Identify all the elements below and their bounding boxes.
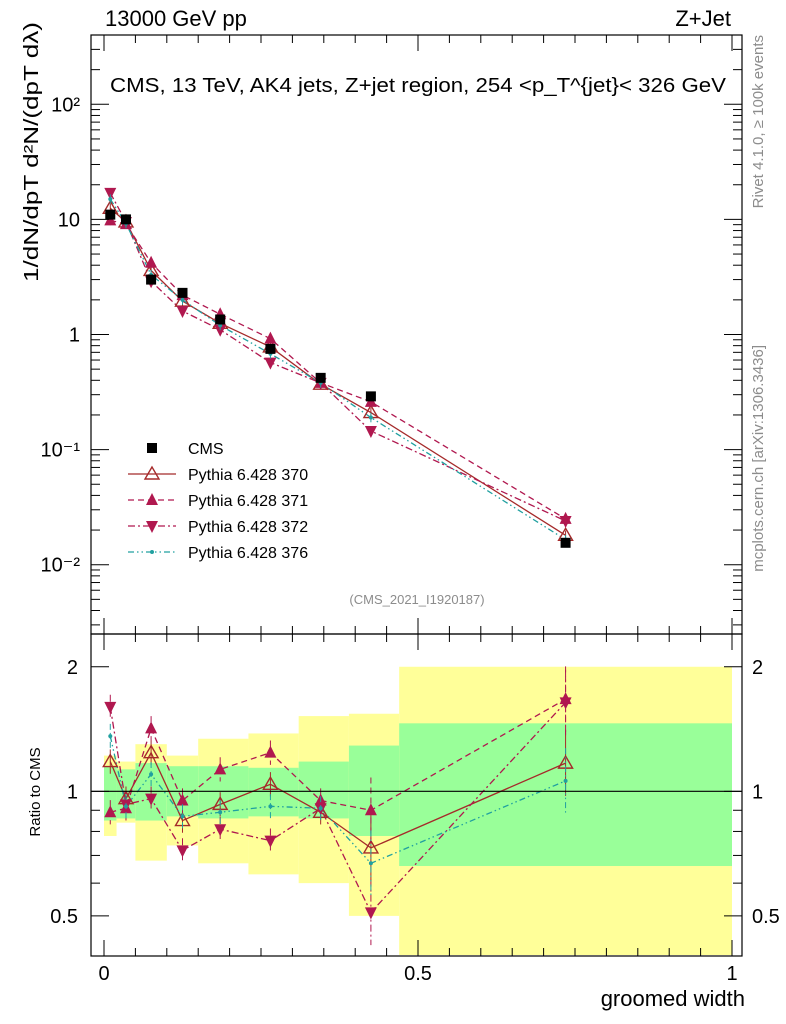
cms-point-0 — [105, 209, 116, 220]
bottom-y-axis-label: Ratio to CMS — [27, 747, 44, 836]
top-y-tick-label-3: 10 — [58, 209, 80, 231]
header-right: Z+Jet — [675, 6, 731, 31]
top-point-2-0 — [104, 187, 117, 200]
ratio-point-2-5 — [264, 835, 277, 848]
legend: CMS Pythia 6.428 370 Pythia 6.428 371 Pythi… — [128, 441, 308, 562]
ratio-point-1-2 — [145, 721, 158, 734]
ratio-point-3-1 — [123, 804, 128, 809]
green-band-0 — [104, 766, 117, 821]
legend-label-4: Pythia 6.428 376 — [188, 545, 308, 562]
top-point-1-2 — [145, 255, 158, 268]
cms-point-3 — [177, 287, 188, 298]
bot-y-tick-label-l-0: 0.5 — [50, 906, 78, 928]
mcplots-label: mcplots.cern.ch [arXiv:1306.3436] — [750, 345, 767, 572]
ratio-point-3-5 — [268, 804, 273, 809]
top-plot-title: CMS, 13 TeV, AK4 jets, Z+jet region, 254… — [110, 75, 727, 97]
top-y-tick-label-1: 10⁻¹ — [41, 440, 81, 462]
legend-marker-cms — [147, 443, 157, 453]
x-tick-label-1: 0.5 — [404, 963, 432, 985]
ratio-point-0-2 — [142, 744, 160, 759]
top-line-1 — [110, 219, 566, 520]
cms-point-8 — [560, 537, 571, 548]
legend-label-2: Pythia 6.428 371 — [188, 493, 308, 510]
x-tick-label-0: 0 — [98, 963, 109, 985]
top-point-1-5 — [264, 331, 277, 344]
ratio-point-0-0 — [102, 753, 119, 768]
legend-marker-4 — [150, 550, 154, 554]
bot-y-tick-label-l-1: 1 — [67, 781, 78, 803]
ratio-point-1-7 — [364, 803, 377, 816]
cms-point-7 — [365, 391, 376, 402]
bottom-plot-frame — [90, 633, 743, 957]
ratio-point-2-8 — [559, 697, 572, 710]
series-markers — [102, 187, 574, 946]
legend-marker-2 — [146, 493, 158, 505]
x-axis-label: groomed width — [601, 986, 745, 1011]
legend-marker-3 — [146, 521, 158, 533]
top-point-2-7 — [364, 426, 377, 439]
green-band-5 — [248, 767, 299, 817]
ratio-point-2-4 — [214, 824, 227, 837]
ratio-point-2-0 — [104, 701, 117, 714]
axes: 0 0.5 1 10⁻² 10⁻¹ 1 10 10² 0.5 0.5 1 1 2 2 — [41, 34, 780, 985]
cms-point-6 — [315, 372, 326, 383]
top-point-2-8 — [559, 515, 572, 528]
top-y-tick-label-0: 10⁻² — [41, 555, 81, 577]
legend-label-1: Pythia 6.428 370 — [188, 467, 308, 484]
top-y-tick-label-4: 10² — [51, 94, 80, 116]
ratio-point-3-7 — [368, 861, 373, 866]
top-y-tick-label-2: 1 — [69, 325, 80, 347]
top-line-2 — [109, 192, 566, 522]
watermark: (CMS_2021_I1920187) — [349, 592, 484, 607]
bot-y-tick-label-r-0: 0.5 — [752, 906, 780, 928]
ratio-point-1-3 — [176, 793, 189, 806]
x-tick-label-2: 1 — [726, 963, 737, 985]
ratio-point-0-5 — [262, 775, 279, 790]
uncertainty-bands — [104, 666, 732, 955]
legend-label-0: CMS — [188, 441, 224, 458]
ratio-point-1-4 — [214, 762, 227, 775]
top-point-2-3 — [176, 306, 189, 319]
legend-marker-1 — [143, 465, 161, 480]
cms-point-2 — [146, 274, 157, 285]
ratio-point-2-7 — [364, 907, 377, 920]
top-line-3 — [109, 198, 566, 541]
rivet-label: Rivet 4.1.0, ≥ 100k events — [750, 35, 767, 208]
bot-y-tick-label-r-2: 2 — [752, 657, 763, 679]
ratio-point-3-6 — [318, 806, 323, 811]
ratio-point-3-0 — [108, 734, 113, 739]
ratio-point-1-5 — [264, 745, 277, 758]
legend-label-3: Pythia 6.428 372 — [188, 519, 308, 536]
top-line-0 — [109, 207, 566, 536]
ratio-point-2-2 — [145, 793, 158, 806]
top-point-2-4 — [214, 324, 227, 337]
bot-y-tick-label-l-2: 2 — [67, 657, 78, 679]
top-point-2-5 — [264, 357, 277, 370]
cms-point-1 — [120, 214, 131, 225]
ratio-point-2-3 — [176, 845, 189, 858]
top-point-3-3 — [180, 297, 185, 302]
cms-point-4 — [215, 314, 226, 325]
header-left: 13000 GeV pp — [105, 6, 247, 31]
cms-point-5 — [265, 343, 276, 354]
ratio-point-3-3 — [180, 814, 185, 819]
top-point-3-0 — [108, 197, 113, 202]
ratio-point-3-2 — [149, 772, 154, 777]
ratio-point-3-8 — [563, 778, 568, 783]
top-point-3-7 — [368, 415, 373, 420]
ratio-point-1-0 — [104, 805, 117, 818]
bot-y-tick-label-r-1: 1 — [752, 781, 763, 803]
ratio-line-1 — [110, 698, 566, 813]
ratio-point-3-4 — [218, 810, 223, 815]
top-y-axis-label: 1/dN/dpT d²N/(dpT dλ) — [21, 22, 43, 282]
